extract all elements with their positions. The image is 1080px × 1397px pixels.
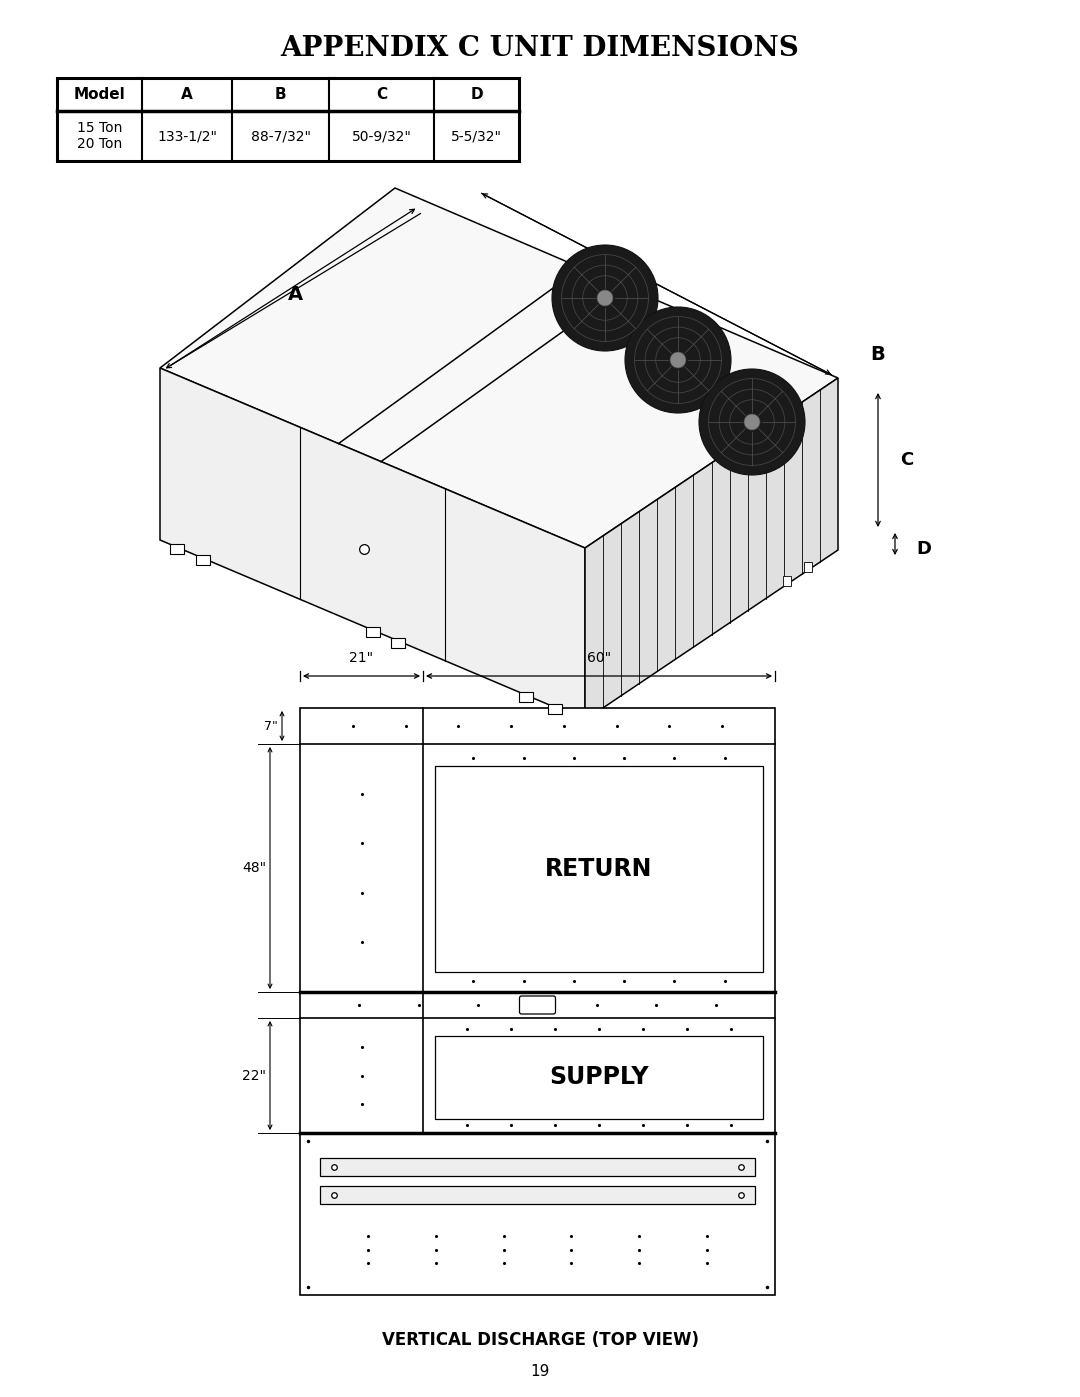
Text: 48": 48" <box>242 861 266 875</box>
Bar <box>170 545 184 555</box>
Polygon shape <box>160 189 838 548</box>
Text: 15 Ton
20 Ton: 15 Ton 20 Ton <box>77 122 122 151</box>
Text: 133-1/2": 133-1/2" <box>157 129 217 142</box>
Circle shape <box>744 414 760 430</box>
Circle shape <box>670 352 686 367</box>
Text: Model: Model <box>73 87 125 102</box>
FancyBboxPatch shape <box>519 996 555 1014</box>
Bar <box>435 766 762 972</box>
Text: 60": 60" <box>586 651 611 665</box>
Text: RETURN: RETURN <box>545 856 652 882</box>
Text: 50-9/32": 50-9/32" <box>352 129 411 142</box>
Bar <box>300 708 775 1295</box>
Bar <box>195 555 210 564</box>
Text: APPENDIX C UNIT DIMENSIONS: APPENDIX C UNIT DIMENSIONS <box>281 35 799 61</box>
Text: 5-5/32": 5-5/32" <box>451 129 502 142</box>
Text: 7": 7" <box>265 719 278 732</box>
Text: D: D <box>470 87 483 102</box>
Text: C: C <box>376 87 387 102</box>
Text: A: A <box>181 87 193 102</box>
Text: 22": 22" <box>242 1069 266 1083</box>
Text: C: C <box>900 451 914 469</box>
Circle shape <box>597 291 613 306</box>
Text: A: A <box>287 285 302 305</box>
Bar <box>804 563 812 573</box>
Bar <box>435 1037 762 1119</box>
Polygon shape <box>160 367 585 719</box>
Bar <box>57 78 519 161</box>
Text: 88-7/32": 88-7/32" <box>251 129 311 142</box>
Text: SUPPLY: SUPPLY <box>550 1066 649 1090</box>
Bar <box>391 638 405 648</box>
Circle shape <box>552 244 658 351</box>
Text: B: B <box>870 345 885 365</box>
Bar <box>365 627 379 637</box>
Text: B: B <box>274 87 286 102</box>
Text: VERTICAL DISCHARGE (TOP VIEW): VERTICAL DISCHARGE (TOP VIEW) <box>381 1331 699 1350</box>
Bar <box>320 1158 755 1176</box>
Text: D: D <box>916 541 931 557</box>
Circle shape <box>699 369 805 475</box>
Bar <box>518 692 532 701</box>
Circle shape <box>625 307 731 414</box>
Bar <box>549 704 563 714</box>
Polygon shape <box>585 379 838 719</box>
Text: 19: 19 <box>530 1365 550 1379</box>
Text: 21": 21" <box>350 651 374 665</box>
Bar <box>320 1186 755 1204</box>
Bar <box>783 576 792 585</box>
